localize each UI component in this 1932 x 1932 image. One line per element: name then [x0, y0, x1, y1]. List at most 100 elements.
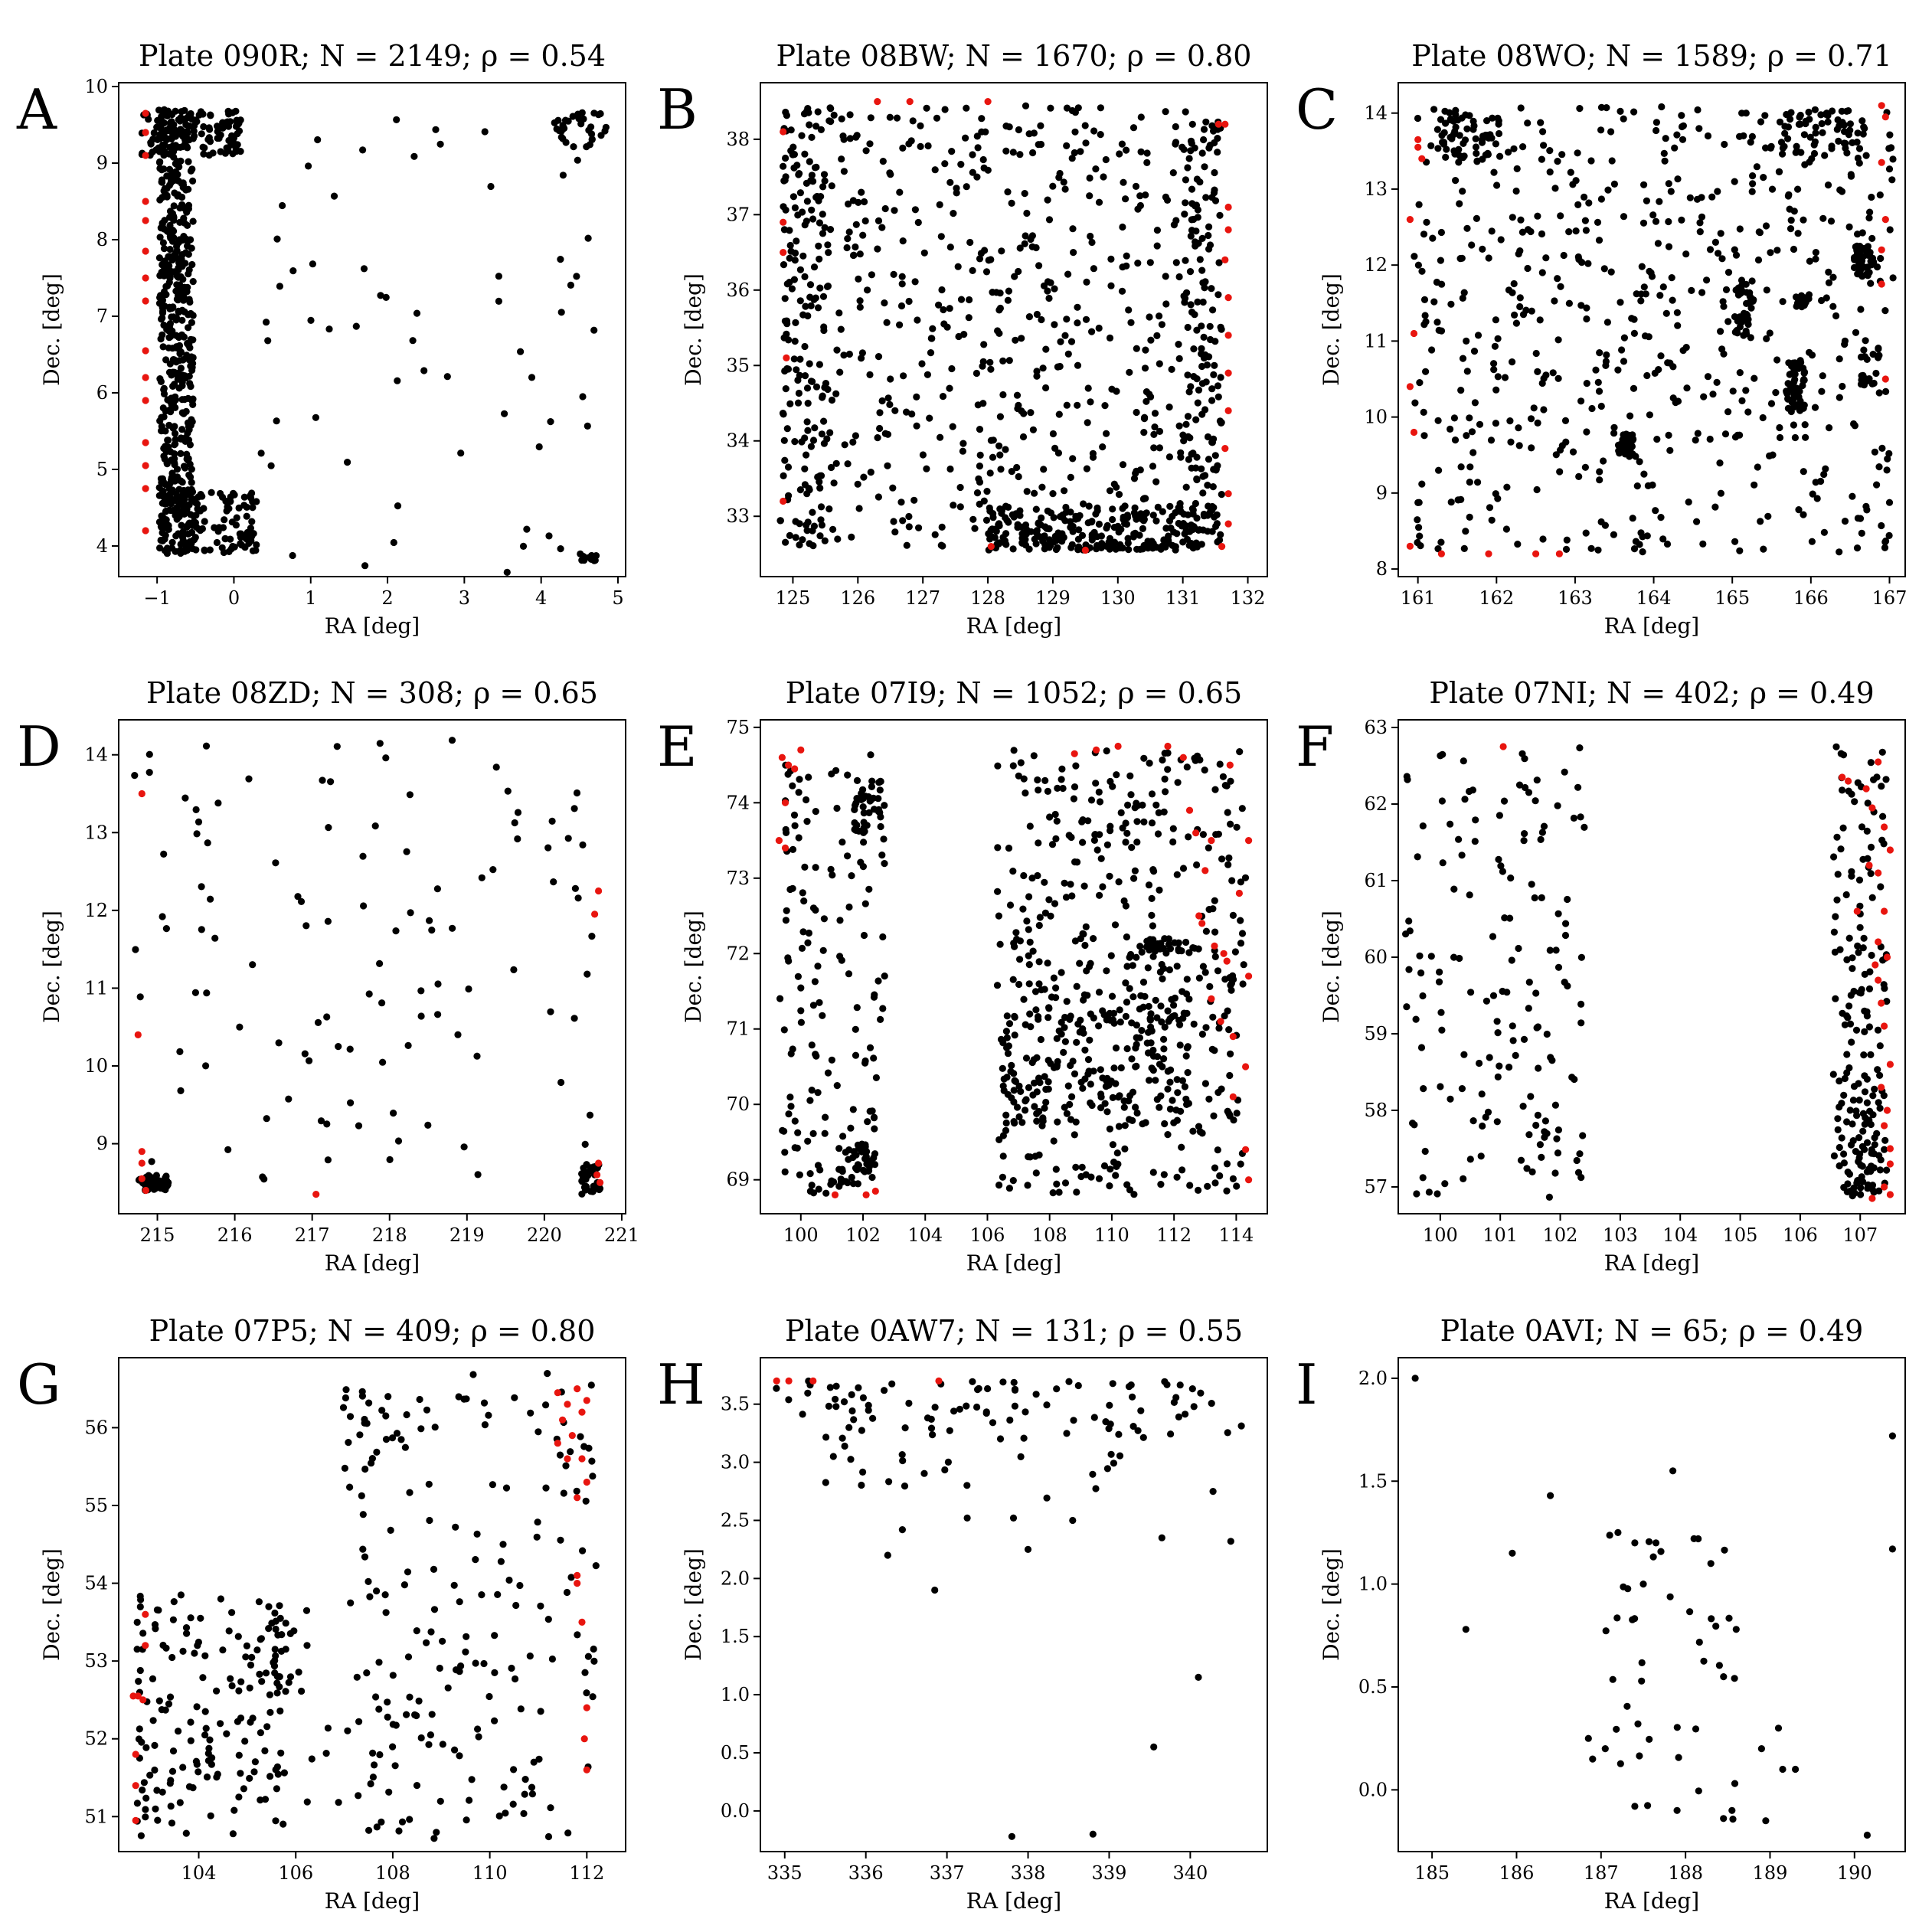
x-tick-label: 220	[527, 1224, 562, 1246]
data-point	[1755, 228, 1763, 236]
data-point	[390, 538, 397, 547]
data-point	[871, 1150, 879, 1158]
data-point	[1074, 303, 1081, 311]
data-point	[1190, 345, 1198, 353]
data-point	[1751, 481, 1758, 489]
data-point	[1668, 274, 1675, 282]
data-point	[838, 115, 845, 123]
data-point	[1437, 538, 1445, 546]
highlight-point	[778, 754, 786, 761]
data-point	[950, 502, 957, 509]
data-point	[1849, 139, 1856, 146]
data-point	[324, 917, 332, 925]
data-point	[1836, 1103, 1843, 1111]
data-point	[1757, 118, 1765, 126]
data-point	[1554, 374, 1562, 382]
data-point	[1510, 280, 1518, 288]
data-point	[1603, 319, 1611, 326]
data-point	[1738, 397, 1746, 405]
data-point	[1240, 961, 1247, 969]
data-point	[1510, 145, 1518, 152]
data-point	[1037, 122, 1044, 129]
highlight-point	[906, 98, 914, 106]
data-point	[973, 132, 981, 140]
highlight-point	[1224, 520, 1232, 528]
data-point	[1211, 1164, 1219, 1172]
data-point	[918, 360, 926, 368]
data-point	[1002, 514, 1009, 521]
highlight-point	[1414, 136, 1422, 143]
highlight-point	[1499, 743, 1507, 750]
data-point	[1013, 1103, 1022, 1111]
data-point	[214, 799, 222, 807]
data-point	[1167, 1066, 1175, 1074]
data-point	[1208, 1045, 1216, 1053]
data-point	[514, 835, 521, 843]
data-point	[1546, 147, 1554, 155]
data-point	[832, 390, 840, 397]
data-point	[1547, 1054, 1554, 1061]
data-point	[1828, 142, 1836, 150]
x-tick-label: 129	[1035, 587, 1071, 609]
data-point	[1856, 924, 1864, 931]
data-point	[1005, 845, 1013, 852]
data-point	[1587, 157, 1595, 165]
data-point	[1554, 1149, 1562, 1157]
data-point	[891, 207, 898, 214]
data-point	[1528, 444, 1535, 452]
data-point	[404, 1041, 412, 1049]
data-point	[814, 1089, 822, 1097]
panel-a: Plate 090R; N = 2149; ρ = 0.54A−1 0 1 2 3 4 54…	[16, 39, 626, 639]
data-point	[495, 273, 503, 280]
data-point	[1121, 1145, 1129, 1152]
data-point	[1518, 750, 1526, 757]
data-point	[1818, 387, 1826, 395]
data-point	[1463, 224, 1471, 232]
data-point	[1182, 420, 1190, 428]
data-point	[1704, 373, 1712, 381]
data-point	[852, 1051, 860, 1059]
data-point	[1674, 322, 1682, 329]
data-point	[189, 400, 197, 409]
data-point	[1414, 853, 1421, 861]
data-point	[1097, 1066, 1104, 1074]
data-point	[806, 121, 813, 129]
data-point	[1597, 195, 1605, 203]
data-point	[245, 539, 253, 548]
data-point	[1694, 106, 1702, 114]
data-point	[1441, 1180, 1449, 1188]
data-point	[278, 1631, 286, 1639]
data-point	[791, 822, 799, 829]
data-point	[929, 325, 937, 332]
data-point	[1518, 228, 1526, 236]
y-tick-label: 34	[726, 430, 750, 452]
data-point	[1540, 142, 1548, 149]
highlight-point	[132, 1816, 139, 1824]
data-point	[1008, 511, 1016, 518]
data-point	[1638, 263, 1646, 270]
data-point	[779, 1126, 786, 1134]
data-point	[787, 1050, 795, 1058]
data-point	[1095, 1175, 1103, 1182]
data-point	[1123, 829, 1131, 837]
highlight-point	[1179, 754, 1187, 761]
data-point	[1172, 508, 1179, 517]
data-point	[1133, 1062, 1140, 1070]
data-point	[812, 864, 819, 871]
data-point	[914, 316, 921, 324]
data-point	[1885, 531, 1893, 540]
data-point	[848, 1173, 855, 1182]
data-point	[1188, 185, 1196, 193]
data-point	[188, 260, 196, 269]
data-point	[175, 236, 183, 244]
data-point	[423, 1406, 431, 1414]
data-point	[1574, 201, 1582, 208]
y-axis-label: Dec. [deg]	[1319, 910, 1344, 1023]
highlight-point	[312, 1191, 320, 1198]
data-point	[1118, 287, 1126, 295]
data-point	[175, 116, 184, 123]
data-point	[473, 1052, 481, 1060]
y-tick-label: 14	[1364, 103, 1388, 124]
data-point	[1182, 1411, 1189, 1418]
data-point	[1211, 361, 1218, 369]
